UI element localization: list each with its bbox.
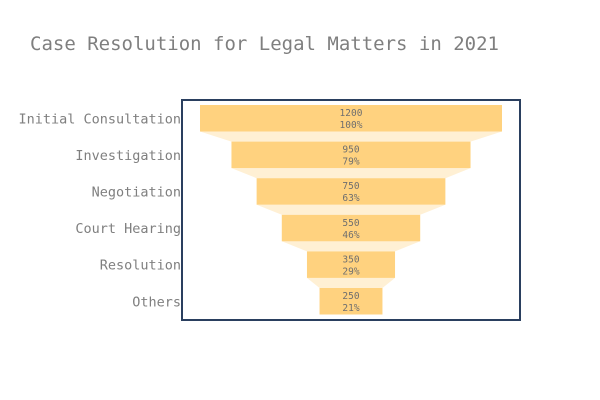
funnel-bar [200,105,502,132]
bar-value-label: 1200 [340,108,363,119]
funnel-connectors [200,131,502,288]
funnel-bars [200,105,502,315]
category-label: Initial Consultation [18,111,181,127]
bar-percent-label: 46% [342,230,359,241]
bar-percent-label: 63% [342,193,359,204]
funnel-connector [306,277,396,288]
bar-percent-label: 100% [340,120,363,131]
funnel-bar [319,288,383,315]
bar-value-label: 350 [342,254,359,265]
bar-value-label: 250 [342,291,359,302]
bar-value-label: 950 [342,145,359,156]
bar-percent-label: 79% [342,157,359,168]
bar-value-label: 550 [342,218,359,229]
category-label: Court Hearing [75,221,181,237]
funnel-connector [200,131,502,142]
category-label: Resolution [100,258,181,274]
funnel-connector [256,204,446,215]
funnel-bar [256,178,446,205]
funnel-bar [306,251,396,278]
category-label: Negotiation [92,184,181,200]
category-label: Others [132,294,181,310]
bar-percent-label: 21% [342,303,359,314]
plot-frame [181,99,521,321]
funnel-connector [281,241,421,252]
funnel-bar [231,141,471,169]
category-label: Investigation [75,148,181,164]
funnel-bar [281,214,421,242]
bar-value-label: 750 [342,181,359,192]
funnel-connector [231,168,471,179]
chart-title: Case Resolution for Legal Matters in 202… [30,33,499,55]
bar-percent-label: 29% [342,266,359,277]
